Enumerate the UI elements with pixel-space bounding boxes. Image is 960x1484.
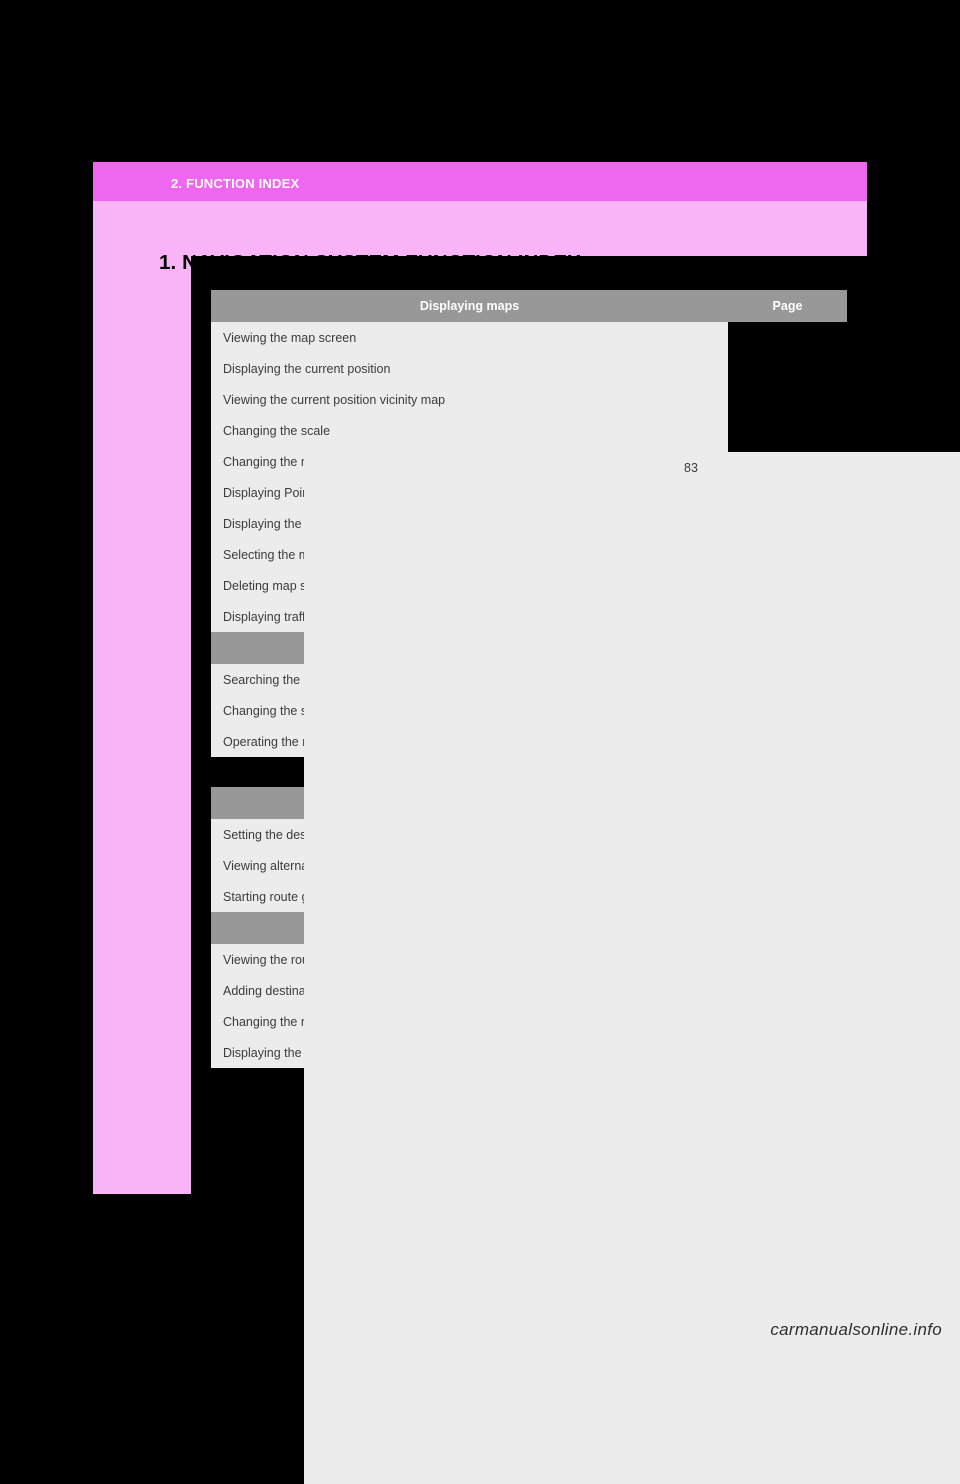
table-row: Viewing the current position vicinity ma… (211, 384, 847, 415)
table-cell-desc: Viewing the current position vicinity ma… (211, 384, 728, 415)
tables-wrap: Displaying maps Page Viewing the map scr… (211, 290, 847, 1068)
table-row: Viewing the map screen10 (211, 322, 847, 353)
section-label: 2. FUNCTION INDEX (171, 176, 299, 191)
table-before-or-during-route-guidance: Before starting or during route guidance… (211, 912, 847, 1068)
header-banner-light: 1. NAVIGATION SYSTEM FUNCTION INDEX (93, 201, 867, 256)
header-banner-dark: 2. FUNCTION INDEX (93, 162, 867, 201)
table-header-page: Page (728, 290, 847, 322)
table-header-desc: Displaying maps (211, 290, 728, 322)
table-row: Displaying the current position33 (211, 353, 847, 384)
table-row: Displaying the estimated travel/arrival … (211, 1037, 847, 1068)
table-header-row: Displaying maps Page (211, 290, 847, 322)
manual-page: 2. FUNCTION INDEX 1. NAVIGATION SYSTEM F… (93, 162, 867, 1194)
table-cell-desc: Displaying the current position (211, 353, 728, 384)
table-cell-desc: Changing the scale (211, 415, 728, 446)
table-row: Changing the scale41 (211, 415, 847, 446)
sidebar-accent (93, 162, 191, 1194)
content-area: Displaying maps Page Viewing the map scr… (191, 256, 867, 1194)
watermark-text: carmanualsonline.info (770, 1320, 942, 1340)
table-cell-desc: Viewing the map screen (211, 322, 728, 353)
